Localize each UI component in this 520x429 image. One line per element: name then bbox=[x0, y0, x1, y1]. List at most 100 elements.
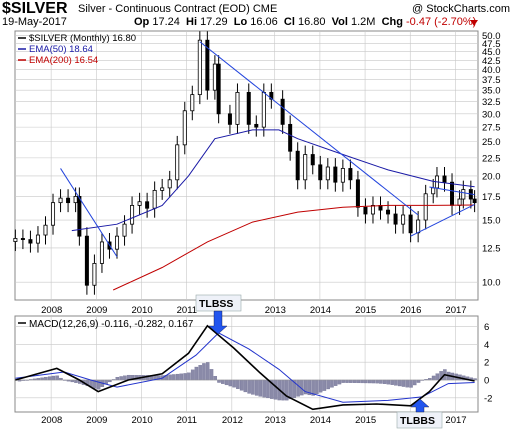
high-label: Hi bbox=[186, 16, 197, 28]
candle-body bbox=[269, 91, 274, 100]
trendline bbox=[429, 186, 475, 196]
macd-histogram-bar bbox=[390, 379, 394, 385]
price-y-tick-label: 20.0 bbox=[482, 171, 501, 182]
price-y-tick-label: 35.0 bbox=[482, 86, 501, 97]
macd-histogram-bar bbox=[217, 379, 221, 383]
candle-body bbox=[130, 205, 135, 225]
macd-histogram-bar bbox=[367, 379, 372, 384]
macd-histogram-bar bbox=[236, 379, 240, 389]
macd-histogram-bar bbox=[266, 379, 270, 399]
ema200-line bbox=[112, 204, 475, 291]
macd-histogram-bar bbox=[345, 379, 349, 383]
macd-histogram-bar bbox=[337, 379, 342, 385]
macd-histogram-bar bbox=[190, 369, 195, 381]
macd-histogram-bar bbox=[74, 379, 78, 383]
annotation-bottom-arrow bbox=[410, 398, 430, 413]
candle-body bbox=[160, 187, 165, 191]
macd-histogram-bar bbox=[273, 379, 278, 400]
price-y-tick-label: 32.5 bbox=[482, 97, 501, 108]
low-label: Lo bbox=[233, 16, 248, 28]
macd-histogram-bar bbox=[364, 379, 368, 384]
candle-body bbox=[13, 238, 18, 242]
candle-body bbox=[182, 110, 187, 146]
macd-histogram-bar bbox=[187, 372, 191, 381]
macd-histogram-bar bbox=[209, 369, 214, 381]
macd-histogram-bar bbox=[205, 362, 210, 381]
macd-histogram-bar bbox=[175, 373, 180, 381]
candle-body bbox=[152, 189, 157, 209]
price-y-tick-label: 12.5 bbox=[482, 243, 501, 254]
macd-histogram-bar bbox=[435, 373, 440, 381]
ema50-line bbox=[71, 129, 475, 232]
macd-histogram-bar bbox=[183, 373, 187, 381]
macd-histogram-bar bbox=[341, 379, 345, 383]
trendline bbox=[60, 168, 118, 258]
macd-histogram-bar bbox=[221, 379, 225, 384]
macd-x-tick-label: 2014 bbox=[310, 415, 331, 426]
macd-histogram-bar bbox=[401, 379, 406, 387]
price-y-tick-label: 17.5 bbox=[482, 192, 501, 203]
annotation-top-text: TLBSS bbox=[199, 298, 233, 310]
macd-histogram-bar bbox=[119, 376, 123, 381]
macd-histogram-bar bbox=[431, 375, 436, 381]
candle-body bbox=[122, 223, 127, 237]
candle-body bbox=[175, 144, 180, 181]
price-x-tick-label: 2011 bbox=[177, 305, 197, 316]
open-value: 17.24 bbox=[152, 16, 180, 28]
macd-histogram-bar bbox=[333, 379, 338, 386]
candle-body bbox=[216, 63, 221, 115]
price-y-tick-label: 45.0 bbox=[482, 47, 501, 58]
open-label: Op bbox=[134, 16, 150, 28]
macd-histogram-bar bbox=[322, 379, 327, 391]
macd-histogram-bar bbox=[172, 374, 176, 381]
macd-histogram-bar bbox=[239, 379, 244, 391]
candle-body bbox=[205, 39, 210, 91]
quote-date: 19-May-2017 bbox=[2, 16, 67, 28]
candle-body bbox=[295, 150, 300, 181]
macd-x-tick-label: 2017 bbox=[445, 415, 466, 426]
change-value: -0.47 (-2.70%) bbox=[406, 16, 477, 28]
candle-body bbox=[348, 168, 353, 181]
candle-body bbox=[197, 39, 202, 96]
candle-body bbox=[333, 166, 338, 183]
macd-y-tick-label: 6 bbox=[484, 322, 489, 333]
candle-body bbox=[92, 263, 97, 286]
macd-legend-text: MACD(12,26,9) -0.116, -0.282, 0.167 bbox=[29, 319, 194, 330]
candle-body bbox=[442, 175, 447, 183]
candle-body bbox=[254, 123, 259, 128]
candle-body bbox=[423, 193, 428, 221]
candle-body bbox=[393, 213, 398, 225]
macd-histogram-bar bbox=[379, 379, 383, 384]
macd-histogram-bar bbox=[254, 379, 259, 396]
price-y-tick-label: 40.0 bbox=[482, 65, 501, 76]
candle-body bbox=[318, 164, 323, 181]
macd-x-tick-label: 2015 bbox=[355, 415, 376, 426]
legend-ema50-text: EMA(50) 18.64 bbox=[29, 44, 93, 55]
price-y-tick-label: 22.5 bbox=[482, 153, 501, 164]
candle-body bbox=[20, 238, 25, 241]
candle-body bbox=[190, 94, 195, 112]
macd-y-tick-label: 4 bbox=[484, 340, 489, 351]
macd-histogram-bar bbox=[413, 379, 417, 386]
macd-histogram-bar bbox=[262, 379, 266, 398]
macd-histogram-bar bbox=[352, 379, 357, 383]
price-x-tick-label: 2014 bbox=[310, 305, 331, 316]
candle-body bbox=[303, 154, 308, 181]
candle-body bbox=[363, 206, 368, 215]
change-label: Chg bbox=[381, 16, 403, 28]
candle-body bbox=[457, 198, 462, 206]
macd-histogram-bar bbox=[356, 379, 361, 384]
price-x-tick-label: 2010 bbox=[131, 305, 152, 316]
macd-histogram-bar bbox=[40, 377, 44, 381]
macd-histogram-bar bbox=[251, 379, 255, 395]
macd-histogram-bar bbox=[326, 379, 330, 390]
close-value: 16.80 bbox=[297, 16, 326, 28]
close-label: Cl bbox=[283, 16, 295, 28]
macd-histogram-bar bbox=[243, 379, 248, 393]
candle-body bbox=[310, 154, 315, 166]
trendline bbox=[410, 204, 475, 237]
volume-label: Vol bbox=[331, 16, 348, 28]
macd-histogram-bar bbox=[296, 379, 300, 397]
candle-body bbox=[235, 91, 240, 125]
macd-histogram-bar bbox=[330, 379, 334, 388]
